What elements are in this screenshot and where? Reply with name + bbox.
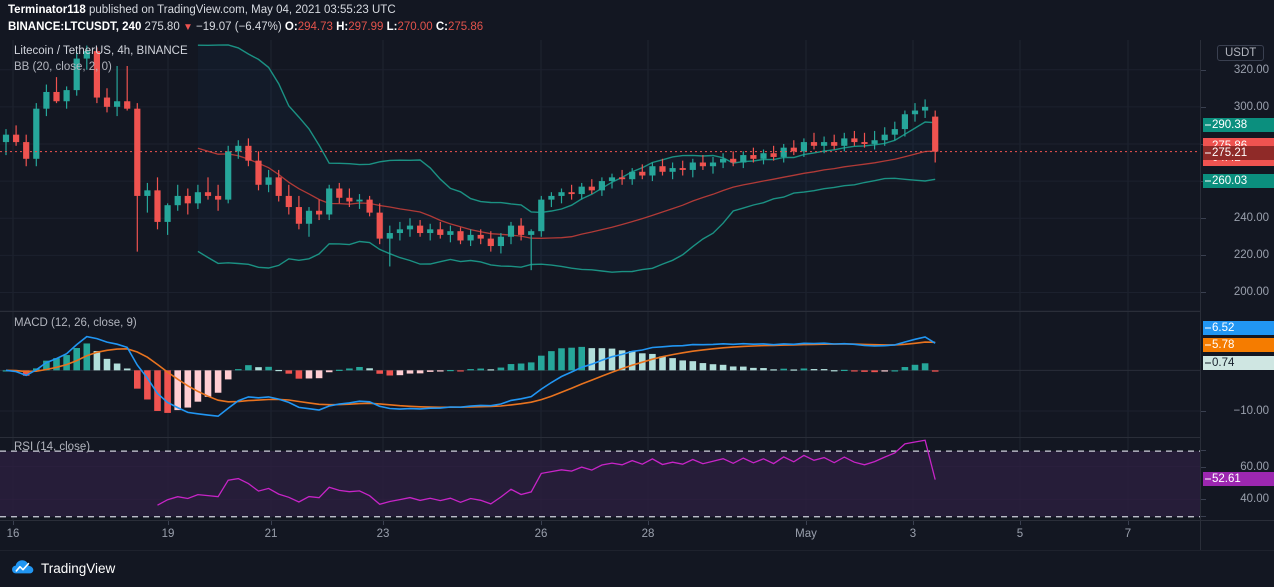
time-axis-tick: 28	[641, 528, 655, 540]
rsi-axis-tick: 60.00	[1240, 460, 1269, 473]
rsi-value: 52.61	[1203, 471, 1274, 486]
low-value: 270.00	[397, 21, 433, 33]
price-pane[interactable]: Litecoin / TetherUS, 4h, BINANCE BB (20,…	[0, 40, 1200, 311]
time-axis-tick: 16	[6, 528, 20, 540]
price-axis-tick: 240.00	[1233, 212, 1269, 225]
axis-tick-mark	[1201, 255, 1206, 257]
symbol-name: BINANCE:LTCUSDT,	[8, 21, 119, 33]
time-axis-tick: 3	[909, 528, 917, 540]
time-tick-mark	[913, 521, 914, 525]
tradingview-brand-label: TradingView	[41, 561, 116, 576]
price-down-arrow-icon: ▼	[182, 22, 193, 33]
axis-tick-mark	[1201, 292, 1206, 294]
time-tick-mark	[1020, 521, 1021, 525]
price-axis-tick: 320.00	[1233, 63, 1269, 76]
open-value: 294.73	[297, 21, 333, 33]
axis-tick-mark	[1201, 411, 1206, 412]
axis-tick-mark	[1201, 466, 1206, 468]
chart-footer: TradingView	[0, 550, 1274, 587]
axis-tick-mark	[1201, 515, 1206, 517]
tradingview-logo-icon	[12, 560, 34, 574]
axis-tick-mark	[1201, 218, 1206, 220]
price-axis[interactable]: USDT 320.00300.00280.00260.00240.00220.0…	[1200, 40, 1274, 520]
bb-upper-value: 290.38	[1203, 117, 1274, 132]
axis-tick-mark	[1201, 106, 1206, 108]
time-tick-mark	[13, 521, 14, 525]
last-price: 275.80	[144, 21, 180, 33]
symbol-quote-line: BINANCE:LTCUSDT, 240 275.80 ▼ −19.07 (−6…	[8, 21, 483, 33]
time-tick-mark	[806, 521, 807, 525]
macd-pane[interactable]: MACD (12, 26, close, 9)	[0, 311, 1200, 438]
time-axis-tick: 7	[1124, 528, 1132, 540]
time-tick-mark	[648, 521, 649, 525]
close-value: 275.86	[448, 21, 484, 33]
price-axis-tick: 300.00	[1233, 100, 1269, 113]
publish-line: Terminator118 published on TradingView.c…	[8, 4, 396, 16]
macd-signal-value: 5.78	[1203, 338, 1274, 352]
rsi-pane[interactable]: RSI (14, close)	[0, 437, 1200, 520]
open-label: O:	[284, 21, 298, 33]
time-tick-mark	[168, 521, 169, 525]
time-axis-tick: 19	[161, 528, 175, 540]
time-axis-tick: 21	[264, 528, 278, 540]
axis-tick-mark	[1201, 450, 1206, 452]
time-axis-tick: 23	[376, 528, 390, 540]
price-change: −19.07 (−6.47%)	[196, 21, 282, 33]
high-label: H:	[336, 21, 349, 33]
macd-axis-tick: −10.00	[1233, 405, 1270, 417]
time-axis[interactable]: 16 19 21 23 26 28 May 3 5 7	[0, 520, 1274, 551]
rsi-series	[0, 439, 1200, 518]
currency-badge: USDT	[1217, 45, 1265, 61]
time-axis-tick: 26	[534, 528, 548, 540]
time-tick-mark	[1128, 521, 1129, 525]
published-text: published on TradingView.com,	[88, 4, 248, 16]
time-tick-mark	[383, 521, 384, 525]
chart-header: Terminator118 published on TradingView.c…	[0, 0, 1274, 40]
rsi-axis-tick: 40.00	[1240, 493, 1269, 506]
time-tick-mark	[271, 521, 272, 525]
bb-lower-value: 260.03	[1203, 174, 1274, 188]
price-axis-tick: 200.00	[1233, 286, 1269, 299]
time-axis-tick: May	[795, 528, 817, 540]
bb-basis-value: 275.21	[1203, 145, 1274, 160]
close-label: C:	[435, 21, 449, 33]
chart-plot-area[interactable]: Litecoin / TetherUS, 4h, BINANCE BB (20,…	[0, 40, 1200, 520]
author-name: Terminator118	[8, 4, 86, 16]
tradingview-brand[interactable]: TradingView	[12, 560, 115, 577]
candlestick-series	[0, 44, 1200, 273]
high-value: 297.99	[348, 21, 384, 33]
interval-label: 240	[122, 21, 142, 33]
macd-hist-value: 0.74	[1203, 356, 1274, 370]
chart-frame: Litecoin / TetherUS, 4h, BINANCE BB (20,…	[0, 40, 1274, 551]
publish-datetime: May 04, 2021 03:55:23 UTC	[251, 4, 396, 16]
macd-line-value: 6.52	[1203, 321, 1274, 335]
low-label: L:	[386, 21, 398, 33]
axis-tick-mark	[1201, 499, 1206, 501]
price-axis-tick: 220.00	[1233, 249, 1269, 262]
axis-tick-mark	[1201, 69, 1206, 71]
macd-series	[0, 335, 1200, 418]
time-axis-tick: 5	[1016, 528, 1024, 540]
time-tick-mark	[541, 521, 542, 525]
